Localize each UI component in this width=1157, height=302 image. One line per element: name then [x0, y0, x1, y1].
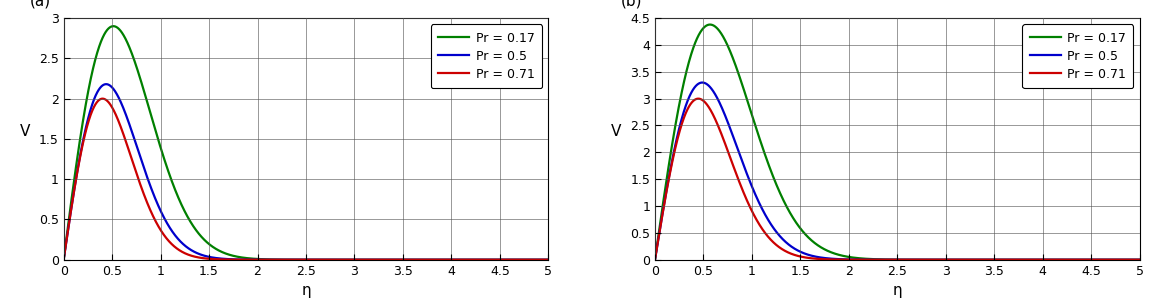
- Line: Pr = 0.5: Pr = 0.5: [64, 84, 548, 260]
- Pr = 0.5: [1133, 258, 1147, 262]
- Pr = 0.71: [1123, 258, 1137, 262]
- Pr = 0.71: [264, 258, 278, 262]
- Pr = 0.17: [834, 254, 848, 257]
- Pr = 0.5: [648, 258, 662, 262]
- Pr = 0.5: [112, 97, 126, 100]
- Pr = 0.71: [57, 258, 71, 262]
- Pr = 0.5: [703, 86, 717, 89]
- Pr = 0.17: [141, 102, 155, 106]
- Text: (a): (a): [30, 0, 51, 8]
- Line: Pr = 0.71: Pr = 0.71: [64, 99, 548, 260]
- Pr = 0.5: [57, 258, 71, 262]
- Pr = 0.5: [695, 81, 709, 84]
- Pr = 0.17: [1123, 258, 1137, 262]
- Pr = 0.17: [1133, 258, 1147, 262]
- Pr = 0.71: [648, 258, 662, 262]
- Line: Pr = 0.5: Pr = 0.5: [655, 82, 1140, 260]
- X-axis label: η: η: [301, 283, 311, 298]
- Pr = 0.17: [532, 258, 546, 262]
- Pr = 0.71: [532, 258, 546, 262]
- Pr = 0.17: [264, 258, 278, 261]
- Pr = 0.5: [141, 177, 155, 181]
- Line: Pr = 0.17: Pr = 0.17: [655, 24, 1140, 260]
- Pr = 0.17: [243, 257, 257, 260]
- Legend: Pr = 0.17, Pr = 0.5, Pr = 0.71: Pr = 0.17, Pr = 0.5, Pr = 0.71: [1022, 24, 1134, 88]
- Pr = 0.71: [112, 121, 126, 124]
- X-axis label: η: η: [892, 283, 902, 298]
- Pr = 0.5: [855, 258, 869, 262]
- Pr = 0.5: [532, 258, 546, 262]
- Pr = 0.5: [480, 258, 494, 262]
- Y-axis label: V: V: [611, 124, 621, 139]
- Pr = 0.17: [703, 23, 717, 26]
- Line: Pr = 0.71: Pr = 0.71: [655, 99, 1140, 260]
- Pr = 0.17: [732, 74, 746, 77]
- Pr = 0.17: [480, 258, 494, 262]
- Line: Pr = 0.17: Pr = 0.17: [64, 26, 548, 260]
- Pr = 0.71: [541, 258, 555, 262]
- Pr = 0.71: [480, 258, 494, 262]
- Pr = 0.17: [855, 257, 869, 260]
- Pr = 0.5: [1123, 258, 1137, 262]
- Pr = 0.71: [703, 108, 717, 112]
- Pr = 0.71: [141, 203, 155, 206]
- Pr = 0.5: [732, 151, 746, 155]
- Text: (b): (b): [621, 0, 642, 8]
- Y-axis label: V: V: [20, 124, 30, 139]
- Pr = 0.5: [100, 82, 113, 86]
- Pr = 0.71: [243, 258, 257, 262]
- Pr = 0.71: [1071, 258, 1085, 262]
- Pr = 0.17: [703, 23, 717, 26]
- Pr = 0.17: [1071, 258, 1085, 262]
- Pr = 0.5: [834, 257, 848, 261]
- Pr = 0.17: [57, 258, 71, 262]
- Pr = 0.71: [1133, 258, 1147, 262]
- Pr = 0.5: [541, 258, 555, 262]
- Pr = 0.5: [1071, 258, 1085, 262]
- Pr = 0.17: [106, 24, 120, 28]
- Pr = 0.17: [648, 258, 662, 262]
- Pr = 0.71: [834, 258, 848, 262]
- Pr = 0.71: [692, 97, 706, 101]
- Legend: Pr = 0.17, Pr = 0.5, Pr = 0.71: Pr = 0.17, Pr = 0.5, Pr = 0.71: [430, 24, 543, 88]
- Pr = 0.71: [96, 97, 110, 101]
- Pr = 0.71: [855, 258, 869, 262]
- Pr = 0.5: [264, 258, 278, 262]
- Pr = 0.17: [541, 258, 555, 262]
- Pr = 0.17: [112, 27, 126, 31]
- Pr = 0.5: [243, 258, 257, 262]
- Pr = 0.71: [732, 180, 746, 183]
